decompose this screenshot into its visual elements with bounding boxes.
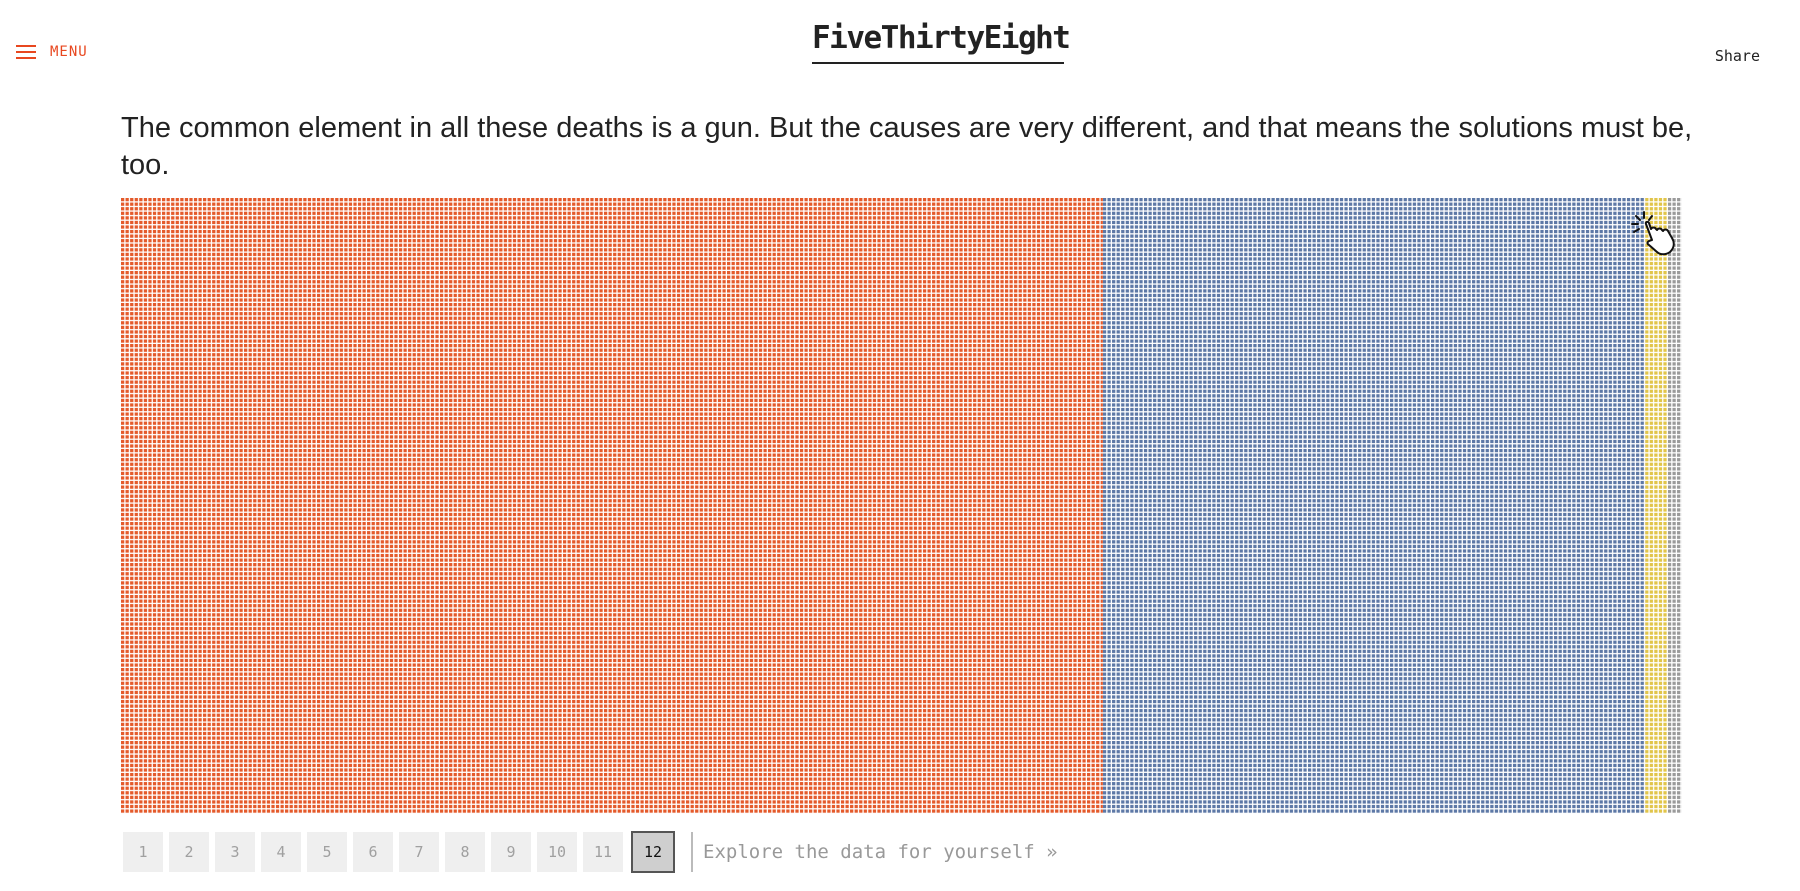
hamburger-icon [16, 44, 36, 60]
page-button-12[interactable]: 12 [631, 831, 675, 873]
waffle-chart-svg[interactable] [121, 198, 1693, 814]
explore-data-link[interactable]: Explore the data for yourself » [703, 841, 1058, 863]
pointer-hand-icon [1631, 211, 1675, 256]
waffle-group-yellow[interactable] [1645, 198, 1668, 814]
page-button-3[interactable]: 3 [215, 832, 255, 872]
page-button-11[interactable]: 11 [583, 832, 623, 872]
menu-button[interactable]: MENU [16, 44, 88, 60]
page-button-4[interactable]: 4 [261, 832, 301, 872]
page-button-8[interactable]: 8 [445, 832, 485, 872]
top-bar: MENU FiveThirtyEight Share [0, 0, 1800, 100]
waffle-group-orange[interactable] [121, 198, 1103, 814]
page-button-9[interactable]: 9 [491, 832, 531, 872]
page-button-1[interactable]: 1 [123, 832, 163, 872]
site-logo[interactable]: FiveThirtyEight [812, 20, 1071, 64]
pager-divider [691, 832, 693, 872]
share-button[interactable]: Share [1714, 47, 1760, 65]
page-button-6[interactable]: 6 [353, 832, 393, 872]
page-button-10[interactable]: 10 [537, 832, 577, 872]
waffle-group-blue[interactable] [1102, 198, 1646, 814]
pager-buttons: 1 2 3 4 5 6 7 8 9 10 11 12 [123, 831, 681, 873]
menu-label: MENU [50, 44, 88, 60]
page-button-5[interactable]: 5 [307, 832, 347, 872]
waffle-chart[interactable] [121, 198, 1693, 814]
pager: 1 2 3 4 5 6 7 8 9 10 11 12 Explore the data for you… [123, 831, 1058, 873]
waffle-group-gray[interactable] [1667, 198, 1682, 814]
page-headline: The common element in all these deaths i… [121, 112, 1693, 181]
page-button-2[interactable]: 2 [169, 832, 209, 872]
page-button-7[interactable]: 7 [399, 832, 439, 872]
